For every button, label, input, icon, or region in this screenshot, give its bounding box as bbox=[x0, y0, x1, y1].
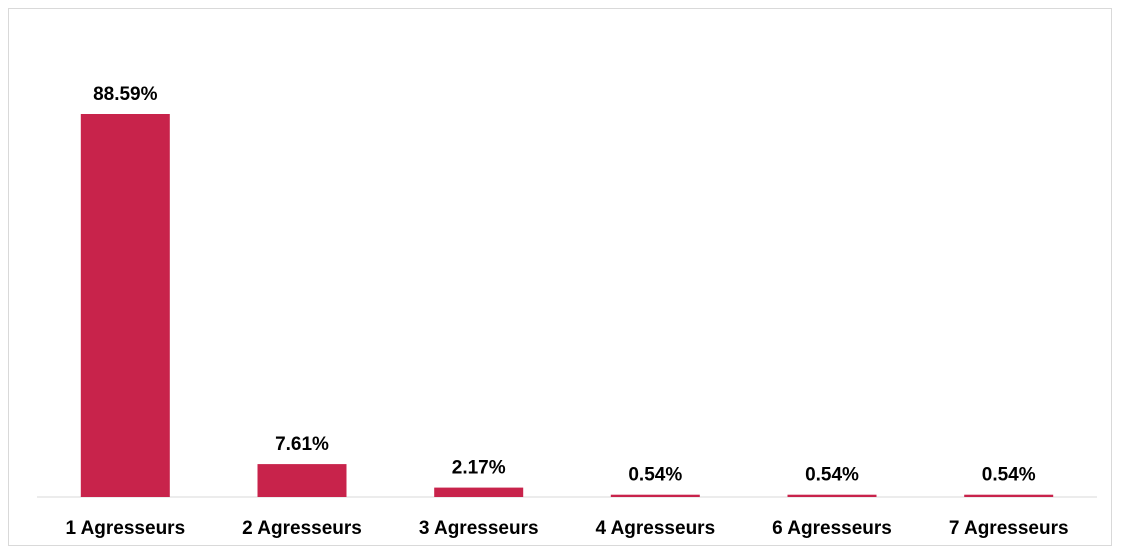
bar-4 bbox=[610, 494, 700, 497]
bar-1 bbox=[80, 114, 170, 497]
data-label-4: 0.54% bbox=[628, 465, 682, 486]
bar-2 bbox=[257, 464, 347, 497]
category-label-6: 7 Agresseurs bbox=[949, 518, 1069, 539]
bar-3 bbox=[434, 487, 524, 497]
data-label-3: 2.17% bbox=[452, 458, 506, 479]
data-label-6: 0.54% bbox=[982, 465, 1036, 486]
category-label-2: 2 Agresseurs bbox=[242, 518, 362, 539]
bar-5 bbox=[787, 494, 877, 497]
data-label-5: 0.54% bbox=[805, 465, 859, 486]
data-label-1: 88.59% bbox=[93, 84, 158, 105]
category-label-1: 1 Agresseurs bbox=[65, 518, 185, 539]
chart-frame bbox=[8, 8, 1112, 546]
data-label-2: 7.61% bbox=[275, 434, 329, 455]
category-label-5: 6 Agresseurs bbox=[772, 518, 892, 539]
bar-6 bbox=[964, 494, 1054, 497]
category-label-4: 4 Agresseurs bbox=[595, 518, 715, 539]
category-label-3: 3 Agresseurs bbox=[419, 518, 539, 539]
